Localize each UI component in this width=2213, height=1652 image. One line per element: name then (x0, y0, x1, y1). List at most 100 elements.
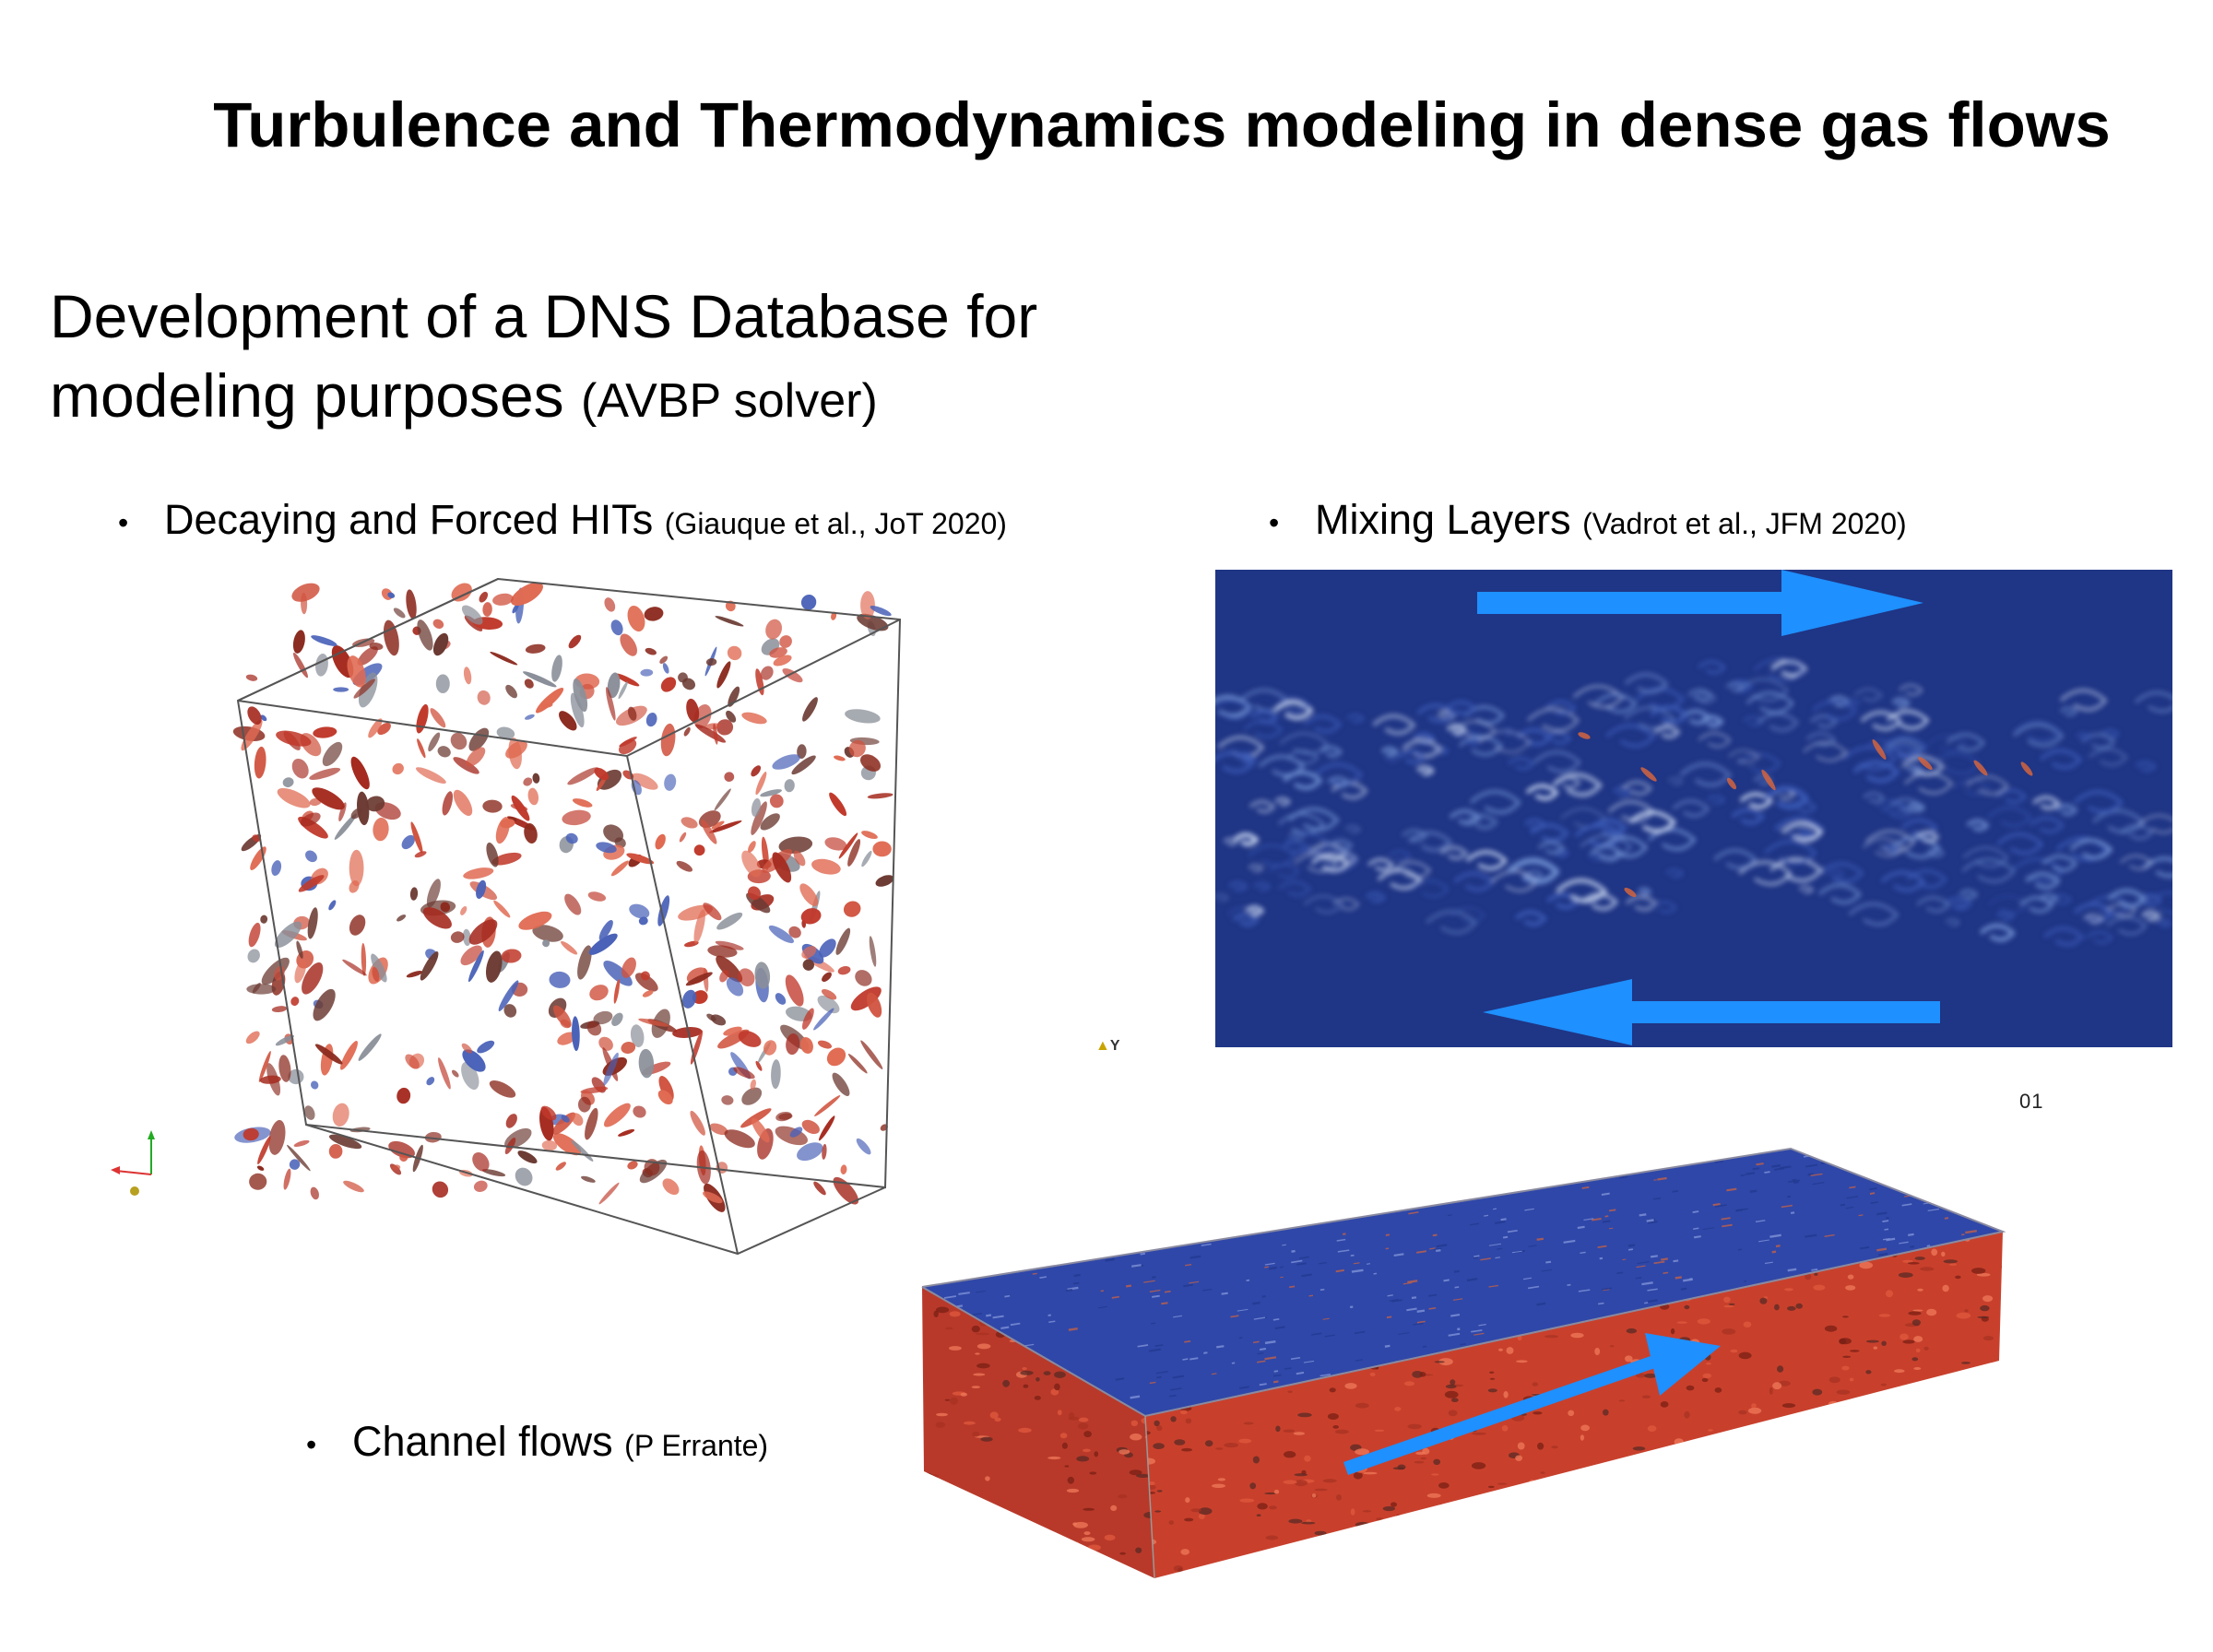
channel-streak (1273, 1370, 1279, 1373)
channel-streak (1990, 1150, 1994, 1154)
channel-streak (1429, 1247, 1436, 1250)
channel-streak (1460, 1343, 1466, 1346)
channel-side-blob (1603, 1409, 1609, 1416)
channel-streak (1635, 1277, 1642, 1280)
channel-side-blob (1154, 1420, 1160, 1427)
mixing-swirl (1731, 808, 1766, 825)
channel-streak (1290, 1357, 1301, 1361)
hit-cube-figure (232, 577, 902, 1256)
channel-streak (1393, 1253, 1404, 1257)
channel-side-blob (1912, 1493, 1921, 1496)
vortex-blob (706, 1013, 716, 1021)
channel-end-blob (927, 1524, 934, 1531)
vortex-blob (638, 1018, 669, 1027)
channel-end-blob (929, 1516, 939, 1519)
channel-end-blob (989, 1564, 1002, 1571)
channel-side-blob (1426, 1559, 1438, 1562)
channel-streak (986, 1173, 991, 1177)
mixing-swirl (2140, 910, 2161, 922)
channel-streak (1622, 1258, 1627, 1261)
vortex-blob (357, 791, 370, 826)
vortex-blob (505, 684, 517, 699)
mixing-swirl (1594, 693, 1638, 714)
mixing-swirl (2029, 816, 2065, 834)
channel-streak (1272, 1318, 1280, 1321)
channel-streak (1191, 1223, 1197, 1226)
mixing-swirl (2032, 796, 2061, 810)
channel-streak (1116, 1141, 1119, 1142)
channel-side-blob (1879, 1534, 1885, 1538)
vortex-blob (422, 907, 452, 929)
channel-streak (1301, 1273, 1312, 1278)
channel-streak (1386, 1316, 1392, 1319)
channel-end-blob (960, 1579, 964, 1582)
channel-side-blob (1841, 1365, 1850, 1371)
channel-streak (975, 1221, 981, 1223)
channel-streak (1228, 1171, 1239, 1174)
channel-side-blob (1181, 1447, 1193, 1452)
channel-side-blob (1950, 1419, 1956, 1424)
vortex-blob (492, 593, 514, 606)
channel-side-blob (1239, 1498, 1255, 1503)
vortex-blob (826, 1047, 846, 1067)
channel-streak (1345, 1196, 1352, 1198)
channel-side-blob (1955, 1371, 1960, 1375)
channel-side-blob (1492, 1503, 1499, 1506)
channel-side-blob (1969, 1393, 1981, 1398)
channel-flow-arrow (1343, 1333, 1721, 1475)
channel-streak (1878, 1252, 1888, 1257)
channel-side-blob (1909, 1488, 1917, 1493)
channel-streak (2002, 1149, 2003, 1150)
mixing-swirl (1765, 785, 1808, 805)
channel-side-blob (1964, 1309, 1969, 1313)
channel-end-blob (927, 1578, 941, 1582)
vortex-blob (680, 817, 698, 829)
channel-side-blob (1708, 1429, 1713, 1432)
channel-end-blob (1054, 1371, 1066, 1378)
vortex-blob (618, 681, 628, 700)
vortex-blob (300, 812, 321, 827)
vortex-blob (573, 678, 588, 713)
mixing-swirl (1525, 870, 1544, 879)
vortex-blob (505, 740, 527, 759)
channel-streak (967, 1215, 979, 1220)
channel-streak (1435, 1141, 1439, 1142)
channel-side-blob (1956, 1312, 1971, 1319)
mixing-swirl (1215, 699, 1253, 720)
channel-side-blob (1866, 1339, 1879, 1343)
channel-side-blob (1496, 1575, 1511, 1578)
channel-end-blob (1110, 1504, 1118, 1511)
mixing-swirl (1288, 831, 1307, 841)
mixing-swirl (1279, 732, 1329, 755)
mixing-swirl (1667, 777, 1684, 785)
mixing-swirl (1781, 821, 1824, 843)
channel-side-blob (1886, 1290, 1893, 1298)
vortex-blob (630, 1024, 645, 1048)
channel-end-blob (1043, 1371, 1051, 1375)
vortex-blob (472, 1151, 490, 1172)
channel-side-blob (1807, 1534, 1815, 1539)
channel-streak (1522, 1180, 1533, 1185)
channel-side-blob (1651, 1470, 1655, 1475)
channel-side-blob (1936, 1428, 1946, 1431)
channel-side-blob (1433, 1458, 1441, 1465)
mixing-swirl (1215, 750, 1256, 773)
channel-side-blob (1517, 1442, 1525, 1450)
vortex-blob (860, 1040, 883, 1069)
channel-side-blob (1632, 1478, 1648, 1486)
vortex-blob (724, 772, 735, 783)
channel-side-blob (1212, 1483, 1225, 1488)
mixing-swirl (1274, 797, 1291, 806)
mixing-swirl (1848, 902, 1899, 926)
channel-streak (1151, 1322, 1155, 1325)
channel-side-blob (1478, 1534, 1489, 1542)
channel-streak (1415, 1250, 1427, 1254)
channel-streak (1984, 1150, 1991, 1153)
channel-side-blob (1529, 1480, 1536, 1483)
vortex-blob (392, 762, 404, 775)
channel-side-blob (1908, 1311, 1922, 1316)
mixing-swirl (1966, 819, 1990, 832)
vortex-blob (772, 852, 792, 883)
channel-side-blob (1676, 1507, 1686, 1516)
vortex-blob (726, 977, 744, 997)
